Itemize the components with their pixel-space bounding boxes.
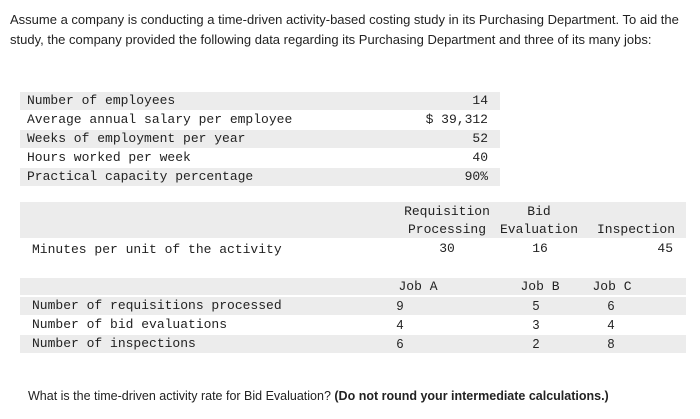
activity-value: 16: [532, 241, 548, 256]
job-value: 4: [607, 318, 615, 332]
question-text: What is the time-driven activity rate fo…: [28, 389, 331, 403]
activity-value: 30: [439, 241, 455, 256]
job-value: 8: [607, 337, 615, 351]
question: What is the time-driven activity rate fo…: [28, 389, 609, 403]
row-label: Number of bid evaluations: [32, 317, 228, 332]
job-value: 6: [396, 337, 404, 351]
column-header: Requisition: [404, 204, 490, 219]
header-band: [20, 202, 686, 238]
column-header: Job B: [520, 279, 560, 294]
job-value: 2: [532, 337, 540, 351]
row-label: Minutes per unit of the activity: [32, 242, 282, 257]
row-label: Weeks of employment per year: [27, 131, 246, 146]
row-value: 14: [472, 93, 488, 108]
job-value: 4: [396, 318, 404, 332]
question-note: (Do not round your intermediate calculat…: [334, 389, 609, 403]
row-band: [20, 92, 500, 110]
job-value: 9: [396, 299, 404, 313]
column-header: Job A: [398, 279, 438, 294]
row-label: Number of employees: [27, 93, 176, 108]
column-header: Evaluation: [499, 222, 578, 237]
row-band: [20, 168, 500, 186]
row-value: 90%: [464, 169, 488, 184]
column-header: Bid: [527, 204, 551, 219]
row-value: 40: [472, 150, 488, 165]
job-value: 5: [532, 299, 540, 313]
row-band: [20, 130, 500, 148]
header-band: [20, 278, 686, 295]
intro: Assume a company is conducting a time-dr…: [10, 12, 679, 47]
column-header: Inspection: [596, 222, 675, 237]
row-label: Number of inspections: [32, 336, 196, 351]
row-band: [20, 335, 686, 353]
row-label: Hours worked per week: [27, 150, 191, 165]
row-band: [20, 297, 686, 315]
row-label: Number of requisitions processed: [32, 298, 282, 313]
row-label: Average annual salary per employee: [27, 112, 293, 127]
row-value: 52: [472, 131, 488, 146]
job-value: 6: [607, 299, 615, 313]
activity-value: 45: [657, 241, 673, 256]
row-value: $ 39,312: [425, 112, 488, 127]
job-value: 3: [532, 318, 540, 332]
column-header: Job C: [592, 279, 632, 294]
column-header: Processing: [407, 222, 486, 237]
row-label: Practical capacity percentage: [27, 169, 254, 184]
